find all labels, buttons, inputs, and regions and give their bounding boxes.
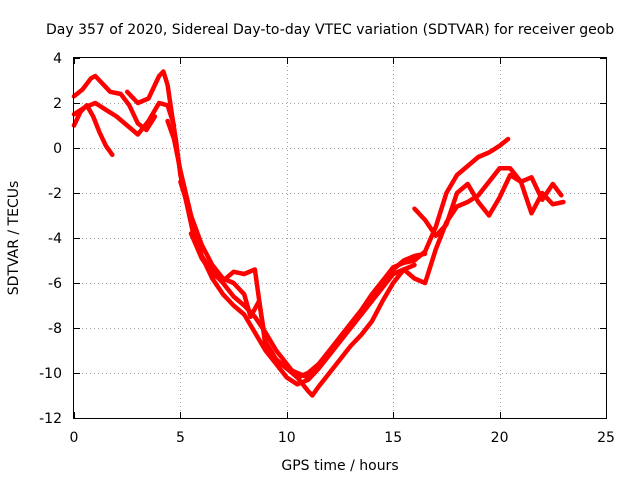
series-line-pass-6 [178, 136, 511, 380]
series-line-pass-8 [412, 172, 566, 239]
series-line-pass-4 [124, 69, 417, 398]
x-tick-label: 15 [384, 430, 402, 446]
x-tick-labels: 0 5 10 15 20 25 [70, 430, 615, 446]
y-tick-label: -10 [39, 366, 62, 382]
x-tick-label: 25 [597, 430, 615, 446]
series-line-pass-3 [71, 100, 177, 137]
y-tick-label: -12 [39, 411, 62, 427]
series-group [71, 69, 566, 398]
y-tick-label: -4 [48, 231, 62, 247]
y-tick-label: -2 [48, 186, 62, 202]
x-tick-label: 5 [176, 430, 185, 446]
chart-title: Day 357 of 2020, Sidereal Day-to-day VTE… [46, 22, 614, 38]
y-tick-label: 0 [53, 141, 62, 157]
y-tick-label: 4 [53, 51, 62, 67]
y-tick-label: -6 [48, 276, 62, 292]
y-axis-label: SDTVAR / TECUs [6, 181, 22, 296]
x-tick-label: 10 [278, 430, 296, 446]
x-tick-label: 20 [491, 430, 509, 446]
x-axis-label: GPS time / hours [281, 458, 398, 474]
plot-frame [73, 57, 607, 419]
series-line-pass-7 [188, 166, 564, 380]
y-tick-labels: -12 -10 -8 -6 -4 -2 0 2 4 [39, 51, 62, 427]
series-line-pass-2 [71, 73, 158, 133]
y-tick-label: -8 [48, 321, 62, 337]
axis-ticks [74, 58, 607, 419]
x-tick-label: 0 [70, 430, 79, 446]
y-tick-label: 2 [53, 96, 62, 112]
